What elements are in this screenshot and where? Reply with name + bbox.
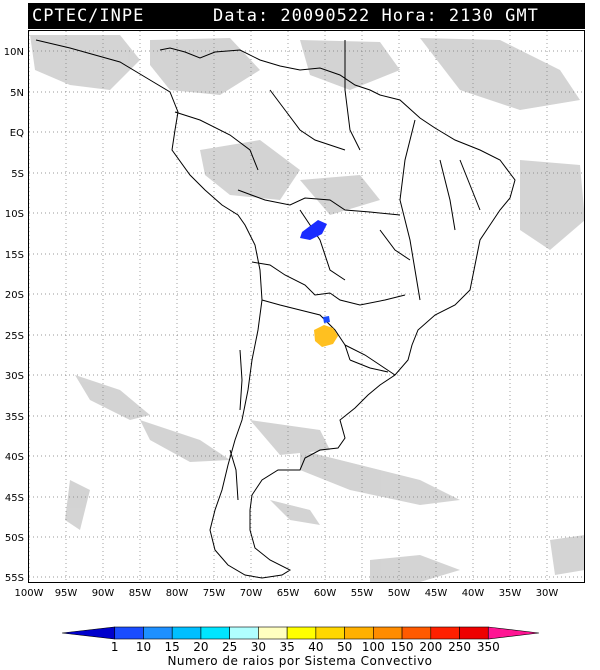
colorbar-segment xyxy=(373,626,403,640)
colorbar-segment xyxy=(200,626,230,640)
colorbar-tick-label: 1 xyxy=(111,640,119,654)
lon-label: 55W xyxy=(351,588,374,599)
lat-label: 5S xyxy=(11,169,24,180)
lat-label: 30S xyxy=(5,371,24,382)
colorbar-segment xyxy=(61,626,116,640)
lat-label: 25S xyxy=(5,331,24,342)
colorbar-tick-label: 350 xyxy=(477,640,500,654)
graticule xyxy=(29,31,584,582)
convective-system-3 xyxy=(314,325,338,347)
convective-system-2 xyxy=(323,316,330,323)
lat-label: 10S xyxy=(5,209,24,220)
lat-label: 40S xyxy=(5,452,24,463)
convective-system-markers xyxy=(300,220,338,347)
lon-label: 60W xyxy=(314,588,337,599)
colorbar-tick-label: 35 xyxy=(279,640,294,654)
colorbar: 1 10 15 20 25 30 35 40 50 100 150 200 250 350 xyxy=(61,626,540,654)
lat-label: 15S xyxy=(5,250,24,261)
lon-label: 35W xyxy=(499,588,522,599)
lon-label: 90W xyxy=(92,588,115,599)
colorbar-segment xyxy=(459,626,489,640)
colorbar-segment xyxy=(401,626,432,640)
colorbar-tick-label: 30 xyxy=(251,640,266,654)
source-label: CPTEC/INPE xyxy=(32,6,145,26)
lon-label: 100W xyxy=(15,588,44,599)
lat-axis-labels: 10N 5N EQ 5S 10S 15S 20S 25S 30S 35S 40S… xyxy=(4,47,24,584)
colorbar-segment xyxy=(430,626,460,640)
map-header: CPTEC/INPE Data: 20090522 Hora: 2130 GMT xyxy=(28,3,585,29)
lat-label: 5N xyxy=(10,88,24,99)
colorbar-segment xyxy=(286,626,317,640)
lat-label: EQ xyxy=(10,128,24,139)
lon-label: 75W xyxy=(203,588,226,599)
colorbar-tick-label: 25 xyxy=(222,640,237,654)
colorbar-segment xyxy=(344,626,374,640)
map-frame xyxy=(28,30,585,583)
convective-system-1 xyxy=(300,220,327,240)
coastline xyxy=(35,39,516,579)
colorbar-tick-label: 40 xyxy=(308,640,323,654)
lat-label: 35S xyxy=(5,412,24,423)
lon-label: 30W xyxy=(536,588,559,599)
colorbar-segment xyxy=(487,626,540,640)
lon-label: 95W xyxy=(55,588,78,599)
colorbar-tick-label: 200 xyxy=(419,640,442,654)
datetime-label: Data: 20090522 Hora: 2130 GMT xyxy=(213,6,539,26)
lon-label: 65W xyxy=(277,588,300,599)
colorbar-tick-label: 20 xyxy=(193,640,208,654)
lon-label: 40W xyxy=(462,588,485,599)
lon-label: 70W xyxy=(240,588,263,599)
colorbar-segment xyxy=(143,626,173,640)
lon-label: 80W xyxy=(166,588,189,599)
colorbar-segment xyxy=(229,626,259,640)
colorbar-segment xyxy=(258,626,288,640)
colorbar-segment xyxy=(171,626,202,640)
lon-axis-labels: 100W 95W 90W 85W 80W 75W 70W 65W 60W 55W… xyxy=(15,588,559,599)
lat-label: 55S xyxy=(5,573,24,584)
colorbar-segment xyxy=(315,626,345,640)
lat-label: 20S xyxy=(5,290,24,301)
cloud-cover xyxy=(30,35,584,582)
lat-label: 10N xyxy=(4,47,24,58)
colorbar-title: Numero de raios por Sistema Convectivo xyxy=(167,654,433,668)
colorbar-segment xyxy=(114,626,144,640)
lat-label: 50S xyxy=(5,533,24,544)
colorbar-tick-label: 15 xyxy=(165,640,180,654)
lon-label: 85W xyxy=(129,588,152,599)
colorbar-tick-label: 50 xyxy=(337,640,352,654)
lon-label: 50W xyxy=(388,588,411,599)
lat-label: 45S xyxy=(5,493,24,504)
colorbar-tick-label: 100 xyxy=(362,640,385,654)
colorbar-tick-label: 10 xyxy=(136,640,151,654)
colorbar-tick-label: 150 xyxy=(391,640,414,654)
colorbar-tick-label: 250 xyxy=(448,640,471,654)
lon-label: 45W xyxy=(425,588,448,599)
